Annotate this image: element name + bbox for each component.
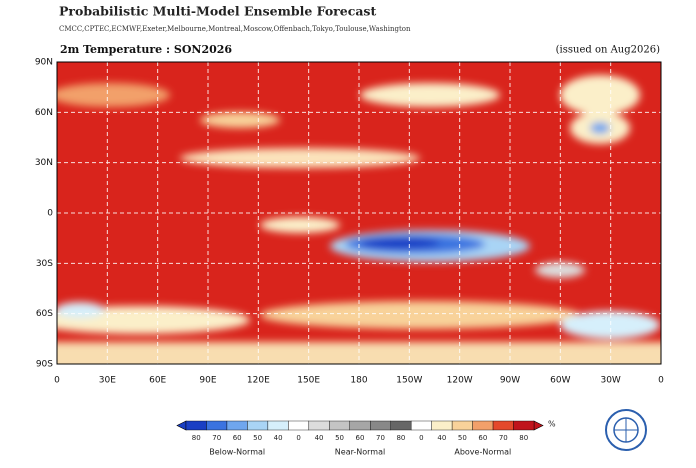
- colorbar-label: 40: [437, 434, 446, 442]
- category-label: Near-Normal: [335, 448, 385, 457]
- colorbar-label: 80: [396, 434, 405, 442]
- wmo-logo: [605, 409, 647, 451]
- colorbar-cell: [267, 420, 289, 431]
- lat-label: 60N: [35, 108, 53, 118]
- lat-label: 30S: [36, 259, 53, 269]
- lat-label: 60S: [36, 309, 53, 319]
- lon-label: 0: [54, 376, 60, 386]
- colorbar-cell: [288, 420, 310, 431]
- colorbar-label: 70: [376, 434, 385, 442]
- lon-label: 30W: [600, 376, 620, 386]
- lon-label: 120W: [447, 376, 473, 386]
- colorbar-cell: [410, 420, 432, 431]
- colorbar-label: 60: [356, 434, 365, 442]
- colorbar-label: 80: [192, 434, 201, 442]
- title: Probabilistic Multi-Model Ensemble Forec…: [59, 4, 376, 19]
- variable: 2m Temperature : SON2026: [60, 43, 232, 56]
- colorbar-label: 70: [212, 434, 221, 442]
- lon-label: 150W: [396, 376, 422, 386]
- lon-label: 150E: [297, 376, 320, 386]
- colorbar-arrow-right: [533, 420, 544, 431]
- map: [57, 62, 661, 364]
- lon-label: 90W: [500, 376, 520, 386]
- colorbar-cell: [492, 420, 514, 431]
- graticule: [57, 62, 661, 364]
- colorbar-cell: [370, 420, 391, 431]
- lon-label: 180: [350, 376, 367, 386]
- colorbar-label: 80: [519, 434, 528, 442]
- colorbar-cell: [226, 420, 248, 431]
- lon-label: 120E: [247, 376, 270, 386]
- colorbar-cell: [472, 420, 494, 431]
- colorbar-cell: [349, 420, 371, 431]
- colorbar-cell: [390, 420, 412, 431]
- colorbar-label: 70: [499, 434, 508, 442]
- colorbar-label: 40: [274, 434, 283, 442]
- colorbar-label: 50: [458, 434, 467, 442]
- colorbar-cell: [206, 420, 228, 431]
- colorbar-cell: [185, 420, 207, 431]
- colorbar-cell: [451, 420, 473, 431]
- colorbar-cell: [247, 420, 269, 431]
- lon-label: 30E: [99, 376, 116, 386]
- colorbar-label: 50: [253, 434, 262, 442]
- colorbar-arrow-left: [176, 420, 187, 431]
- issued: (issued on Aug2026): [556, 45, 660, 56]
- category-label: Below-Normal: [209, 448, 265, 457]
- colorbar-unit: %: [548, 420, 556, 429]
- colorbar-cell: [431, 420, 453, 431]
- map-frame: [56, 61, 662, 365]
- lat-label: 90N: [35, 58, 53, 68]
- lon-label: 60W: [550, 376, 570, 386]
- lat-label: 90S: [36, 360, 53, 370]
- colorbar-label: 40: [315, 434, 324, 442]
- lon-label: 60E: [149, 376, 166, 386]
- lon-label: 90E: [199, 376, 216, 386]
- colorbar-label: 0: [419, 434, 423, 442]
- lat-label: 0: [47, 209, 53, 219]
- colorbar-label: 60: [233, 434, 242, 442]
- colorbar-label: 0: [296, 434, 300, 442]
- colorbar-label: 60: [478, 434, 487, 442]
- lon-label: 0: [658, 376, 664, 386]
- colorbar-cell: [513, 420, 535, 431]
- colorbar-cell: [329, 420, 350, 431]
- colorbar-label: 50: [335, 434, 344, 442]
- colorbar: 80 70 60 50 40 0 40 50 60 70 80 0 40 50 60 70 80% Below-N…: [176, 420, 556, 457]
- category-label: Above-Normal: [454, 448, 511, 457]
- centers: CMCC,CPTEC,ECMWF,Exeter,Melbourne,Montre…: [59, 25, 411, 33]
- colorbar-cell: [308, 420, 330, 431]
- lat-label: 30N: [35, 158, 53, 168]
